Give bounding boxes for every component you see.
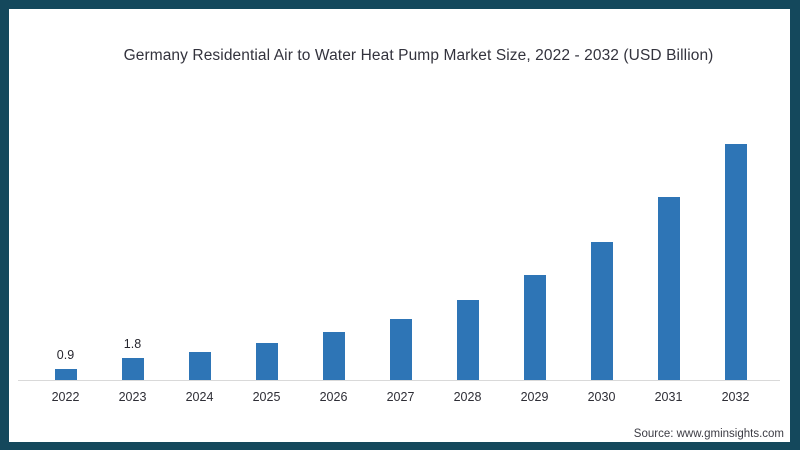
bar-value-label: 0.9 (56, 347, 75, 362)
x-tick-label-2031: 2031 (654, 390, 683, 404)
bar-value-label: 1.8 (123, 336, 142, 351)
x-tick-label-2023: 2023 (118, 390, 147, 404)
x-tick-label-2026: 2026 (319, 390, 348, 404)
x-tick-label-2030: 2030 (587, 390, 616, 404)
bar-column-2026 (300, 119, 367, 380)
x-axis-line (18, 380, 780, 381)
bar-2029 (523, 275, 546, 380)
x-tick-label-2025: 2025 (252, 390, 281, 404)
bar-2027 (389, 319, 412, 380)
bar-2030 (590, 242, 613, 380)
bar-2025 (255, 343, 278, 380)
bar-2032 (724, 144, 747, 380)
bar-column-2032 (702, 119, 769, 380)
x-axis-tick-labels: 2022 2023 2024 2025 2026 2027 2028 2029 2030 2031… (32, 390, 769, 404)
bar-2028 (456, 300, 479, 380)
x-tick-label-2024: 2024 (185, 390, 214, 404)
bar-2026 (322, 332, 345, 380)
bar-column-2023: 1.8 (99, 119, 166, 380)
bar-column-2030 (568, 119, 635, 380)
x-tick-label-2027: 2027 (386, 390, 415, 404)
x-tick-label-2022: 2022 (51, 390, 80, 404)
bar-column-2024 (166, 119, 233, 380)
bar-column-2031 (635, 119, 702, 380)
bars-container: 0.9 1.8 (32, 119, 769, 380)
bar-column-2027 (367, 119, 434, 380)
bar-column-2025 (233, 119, 300, 380)
chart-title: Germany Residential Air to Water Heat Pu… (123, 47, 714, 64)
bar-2023 (121, 358, 144, 380)
bar-column-2028 (434, 119, 501, 380)
x-tick-label-2029: 2029 (520, 390, 549, 404)
x-tick-label-2028: 2028 (453, 390, 482, 404)
source-attribution: Source: www.gminsights.com (633, 428, 784, 440)
bar-2024 (188, 352, 211, 380)
bar-column-2029 (501, 119, 568, 380)
x-tick-label-2032: 2032 (721, 390, 750, 404)
bar-2031 (657, 197, 680, 380)
bar-2022 (54, 369, 77, 380)
bar-column-2022: 0.9 (32, 119, 99, 380)
